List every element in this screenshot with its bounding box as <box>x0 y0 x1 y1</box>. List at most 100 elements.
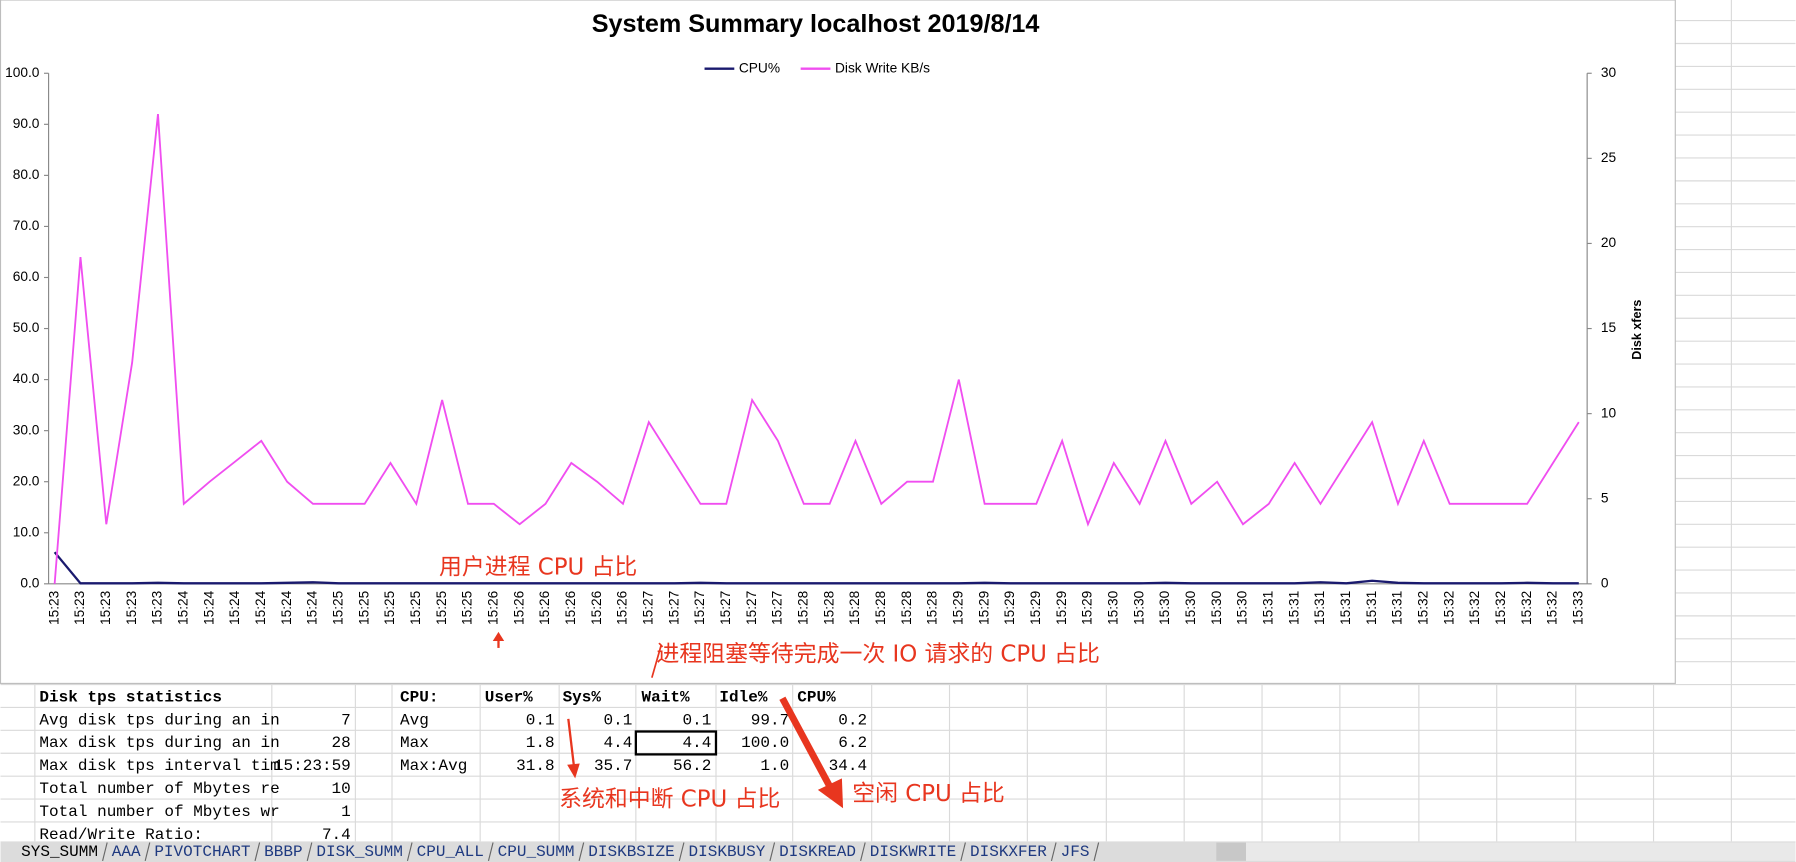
y-tick-label: 70.0 <box>13 218 40 233</box>
y2-tick-label: 15 <box>1601 320 1617 335</box>
x-tick-label: 15:28 <box>847 590 862 625</box>
x-tick-label: 15:32 <box>1519 591 1534 625</box>
cpu-value: 31.8 <box>516 757 554 775</box>
sheet-tab[interactable]: CPU_SUMM <box>498 843 575 861</box>
x-tick-label: 15:26 <box>511 590 526 625</box>
sheet-tab[interactable]: AAA <box>112 843 141 861</box>
x-tick-label: 15:23 <box>150 590 165 625</box>
x-tick-label: 15:25 <box>356 590 371 625</box>
table-title: Disk tps statistics <box>39 688 222 706</box>
tab-separator <box>860 842 866 861</box>
cpu-header: Wait% <box>642 688 690 706</box>
sheet-tab[interactable]: DISKBSIZE <box>588 843 675 861</box>
x-tick-label: 15:30 <box>1209 590 1224 625</box>
y-tick-label: 20.0 <box>13 473 40 488</box>
y-tick-label: 60.0 <box>13 269 40 284</box>
sheet-tab[interactable]: CPU_ALL <box>417 843 484 861</box>
cpu-value: 0.1 <box>604 711 633 729</box>
x-tick-label: 15:25 <box>434 590 449 625</box>
cpu-value: 99.7 <box>751 711 789 729</box>
x-tick-label: 15:24 <box>175 590 190 625</box>
sheet-tab[interactable]: BBBP <box>264 843 302 861</box>
x-tick-label: 15:26 <box>485 590 500 625</box>
stat-value: 7 <box>341 711 351 729</box>
cpu-header: User% <box>485 688 533 706</box>
annotations: 用户进程 CPU 占比 进程阻塞等待完成一次 IO 请求的 CPU 占比 系统和… <box>439 554 1100 812</box>
legend-label: Disk Write KB/s <box>835 60 930 75</box>
x-tick-label: 15:26 <box>615 590 630 625</box>
cpu-value: 56.2 <box>673 757 711 775</box>
sheet-tab[interactable]: DISKBUSY <box>688 843 765 861</box>
y-tick-label: 50.0 <box>13 320 40 335</box>
x-tick-label: 15:27 <box>718 591 733 625</box>
sheet-tab[interactable]: DISKXFER <box>970 843 1047 861</box>
x-tick-label: 15:30 <box>1131 590 1146 625</box>
tab-separator <box>1050 842 1057 861</box>
y-tick-label: 100.0 <box>5 65 40 80</box>
x-tick-label: 15:28 <box>873 590 888 625</box>
x-tick-label: 15:30 <box>1183 590 1198 625</box>
x-tick-label: 15:25 <box>408 590 423 625</box>
x-tick-label: 15:31 <box>1260 591 1275 625</box>
y-tick-label: 80.0 <box>13 167 40 182</box>
x-tick-label: 15:29 <box>1002 591 1017 625</box>
cpu-value: 34.4 <box>829 757 867 775</box>
cpu-header: CPU% <box>797 688 836 706</box>
x-tick-label: 15:29 <box>1028 591 1043 625</box>
sheet-tab[interactable]: JFS <box>1061 843 1090 861</box>
cpu-header: Idle% <box>719 688 767 706</box>
x-tick-label: 15:29 <box>976 591 991 625</box>
x-tick-label: 15:28 <box>899 590 914 625</box>
summary-table: Disk tps statistics Avg disk tps during a… <box>39 688 867 843</box>
x-tick-label: 15:33 <box>1570 590 1585 625</box>
x-tick-label: 15:31 <box>1286 591 1301 625</box>
x-tick-label: 15:29 <box>950 591 965 625</box>
annotation: 系统和中断 CPU 占比 <box>559 787 780 813</box>
stat-value: 1 <box>341 803 351 821</box>
stat-value: 15:23:59 <box>274 757 351 775</box>
x-tick-label: 15:24 <box>279 590 294 625</box>
x-tick-label: 15:25 <box>460 590 475 625</box>
x-tick-label: 15:24 <box>253 590 268 625</box>
tab-separator <box>960 842 966 861</box>
cpu-value: 4.4 <box>683 734 712 752</box>
y-tick-label: 90.0 <box>13 116 40 131</box>
annotation: 空闲 CPU 占比 <box>852 781 1005 807</box>
annotation: 进程阻塞等待完成一次 IO 请求的 CPU 占比 <box>656 641 1099 667</box>
x-tick-label: 15:30 <box>1157 590 1172 625</box>
tab-separator <box>102 842 108 861</box>
x-tick-label: 15:28 <box>821 590 836 625</box>
cpu-value: 0.1 <box>683 711 712 729</box>
sheet-tab[interactable]: SYS_SUMM <box>21 843 98 861</box>
y2-tick-label: 25 <box>1601 150 1617 165</box>
sheet-tab[interactable]: DISK_SUMM <box>316 843 403 861</box>
x-tick-label: 15:23 <box>124 590 139 625</box>
cpu-value: 6.2 <box>838 734 867 752</box>
cpu-value: 0.1 <box>526 711 555 729</box>
x-tick-label: 15:24 <box>201 590 216 625</box>
arrow <box>779 696 835 792</box>
tab-separator <box>578 842 585 861</box>
stat-value: 7.4 <box>322 826 351 844</box>
y2-tick-label: 5 <box>1601 490 1609 505</box>
stat-label: Max disk tps during an in <box>39 734 279 752</box>
x-tick-label: 15:27 <box>666 591 681 625</box>
arrow-head <box>567 763 580 779</box>
sheet-tab[interactable]: DISKREAD <box>779 843 856 861</box>
stat-label: Avg disk tps during an in <box>39 711 279 729</box>
chart-title: System Summary localhost 2019/8/14 <box>592 10 1040 38</box>
sheet-tab[interactable]: DISKWRITE <box>870 843 957 861</box>
x-tick-label: 15:23 <box>72 590 87 625</box>
cpu-value: 100.0 <box>741 734 789 752</box>
x-tick-label: 15:25 <box>382 590 397 625</box>
arrow <box>567 718 576 768</box>
selected-cell[interactable] <box>634 730 718 756</box>
sheet-tab[interactable]: PIVOTCHART <box>154 843 250 861</box>
sheet-tabs: SYS_SUMM AAA PIVOTCHART BBBP DISK_SUMM CPU_AL… <box>21 842 1100 861</box>
series-line <box>53 551 1579 585</box>
annotation: 用户进程 CPU 占比 <box>439 554 637 580</box>
x-tick-label: 15:32 <box>1493 591 1508 625</box>
h-scrollbar[interactable] <box>1216 842 1796 861</box>
scroll-left[interactable] <box>1216 842 1247 861</box>
